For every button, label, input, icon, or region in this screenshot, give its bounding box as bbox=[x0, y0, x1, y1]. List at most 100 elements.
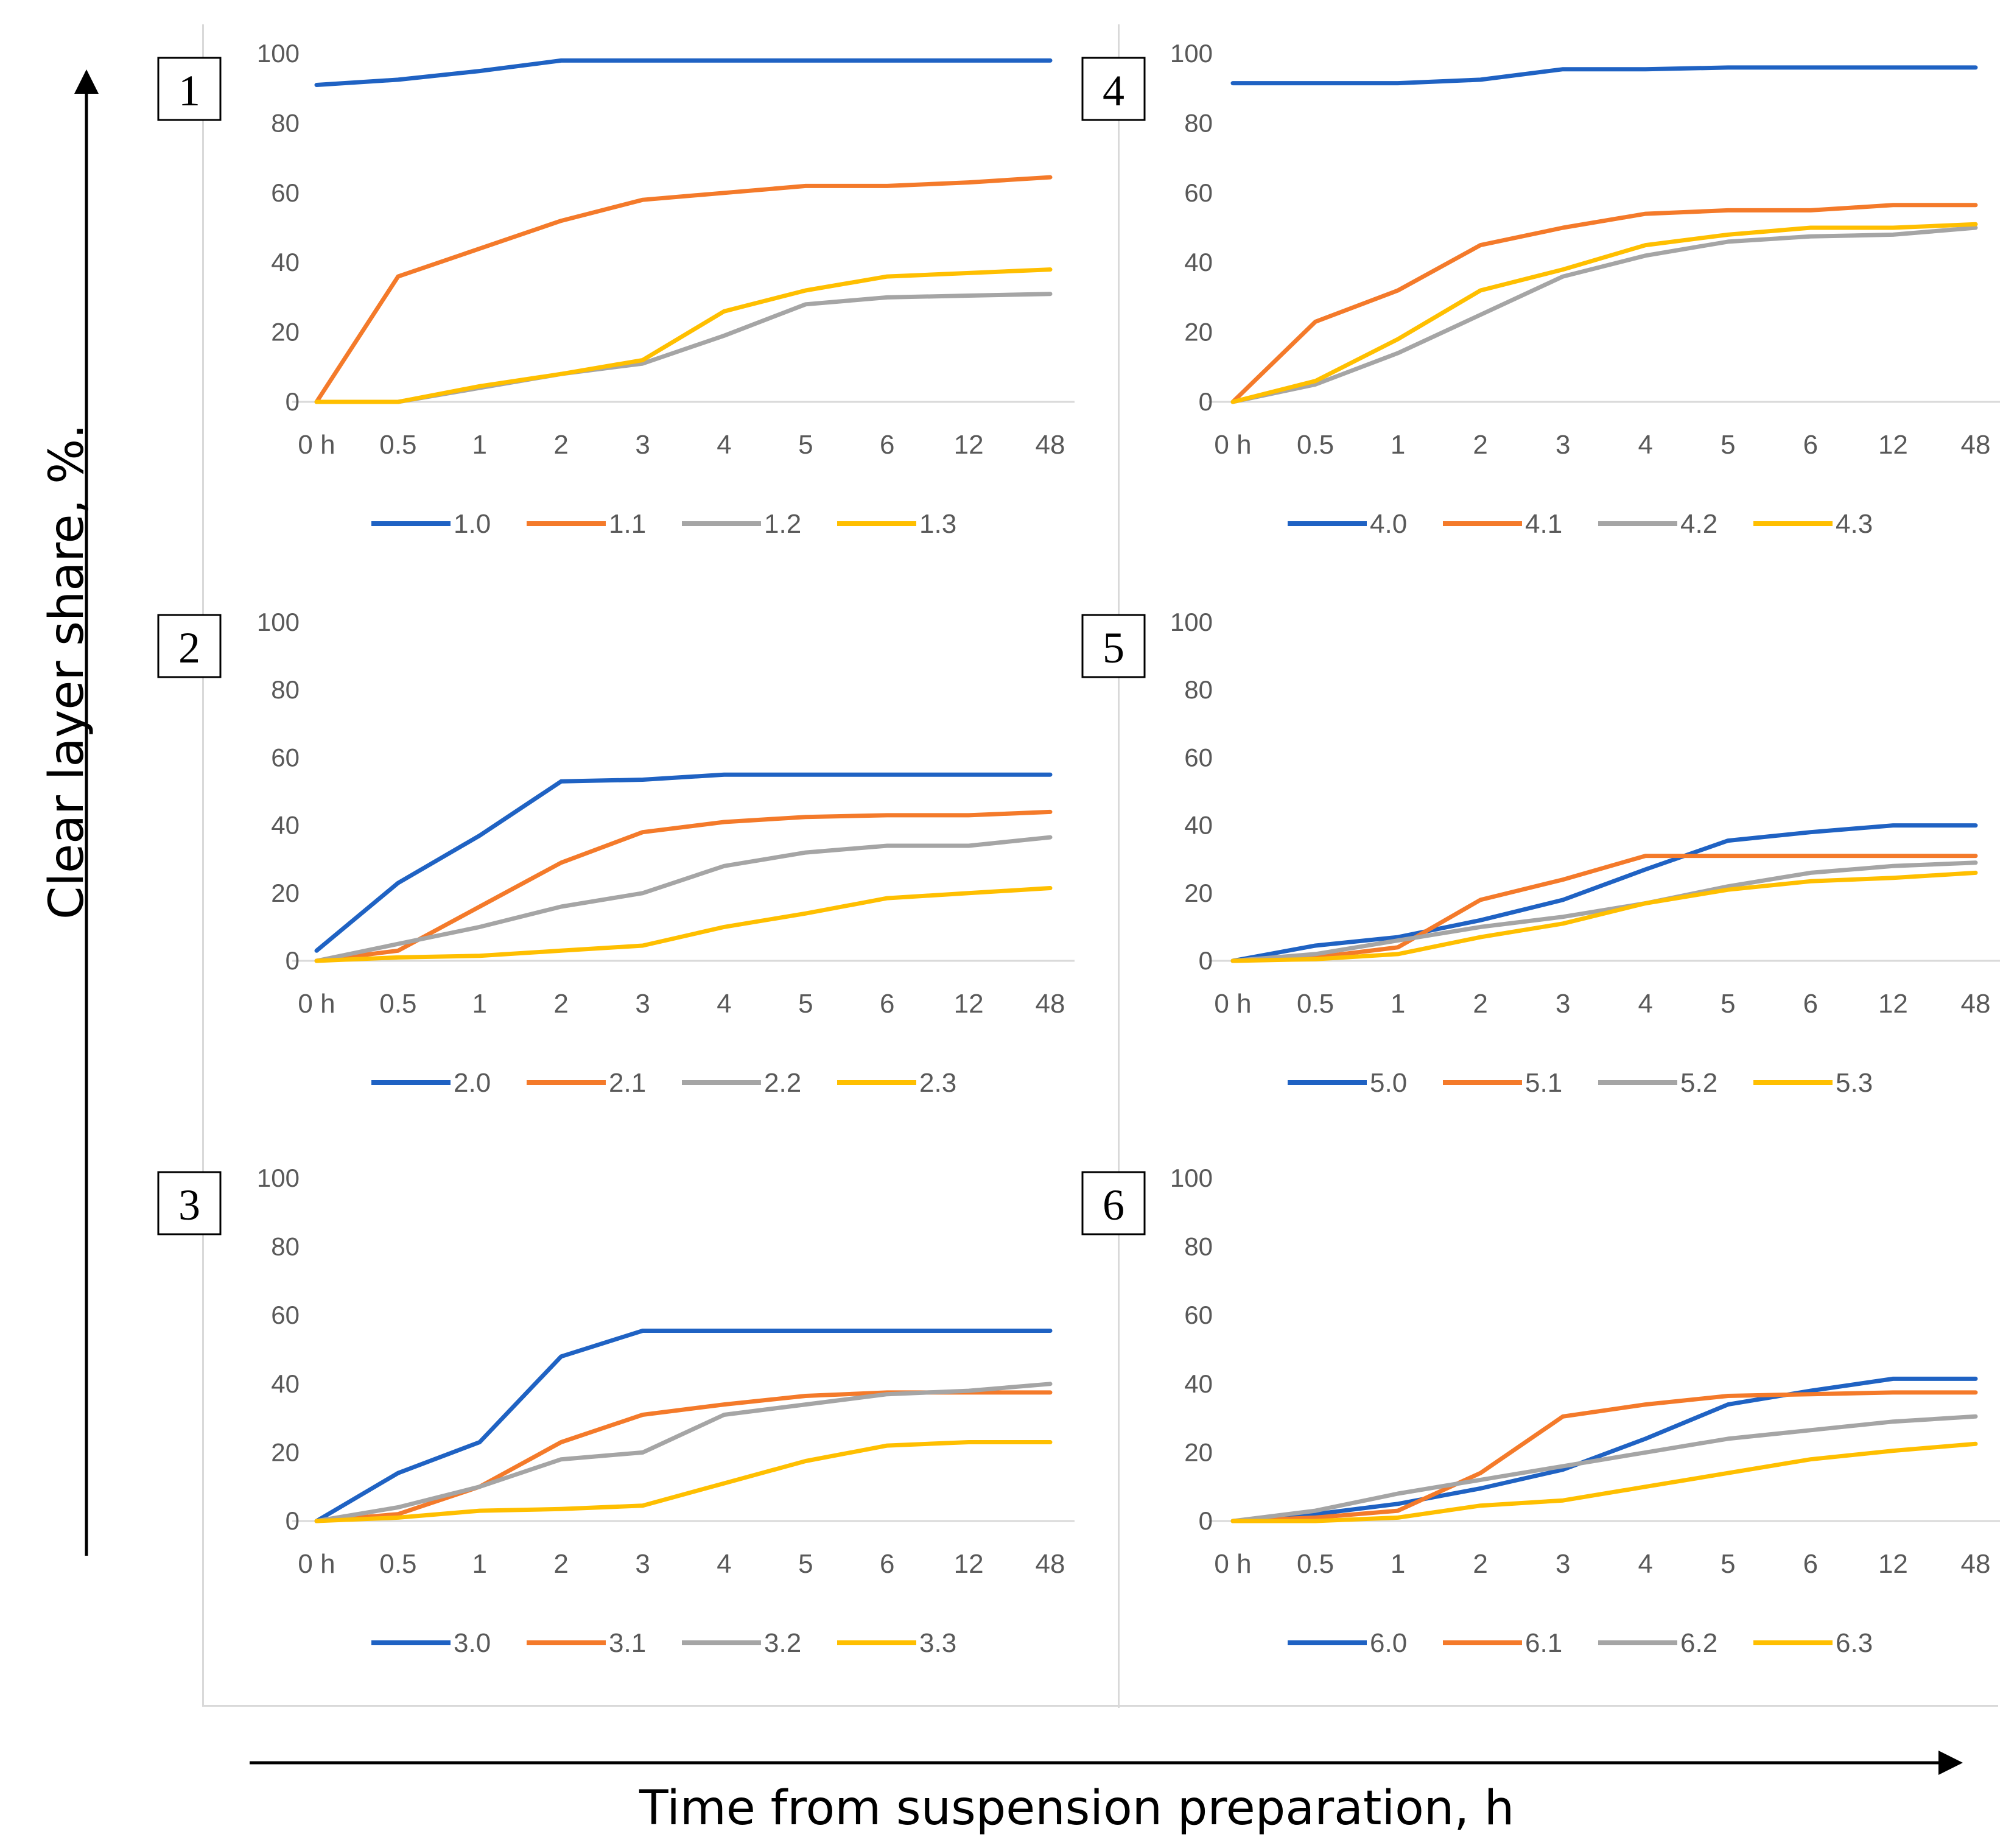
series-line-1.0 bbox=[314, 58, 1053, 87]
y-axis-title: Clear layer share, %. bbox=[40, 424, 94, 919]
series-line-6.2 bbox=[1230, 1414, 1978, 1523]
y-tick-label: 100 bbox=[1170, 608, 1213, 636]
x-tick-label: 48 bbox=[1961, 430, 1991, 460]
x-tick-label: 4 bbox=[717, 1549, 731, 1579]
x-tick-label: 3 bbox=[1556, 989, 1570, 1019]
x-tick-label: 4 bbox=[717, 989, 731, 1019]
x-tick-label: 5 bbox=[798, 430, 813, 460]
legend-label: 1.2 bbox=[764, 509, 801, 539]
y-tick-label: 80 bbox=[1184, 675, 1213, 704]
x-tick-label: 1 bbox=[1391, 989, 1405, 1019]
x-tick-label: 12 bbox=[1878, 1549, 1908, 1579]
x-tick-label: 0.5 bbox=[379, 989, 416, 1019]
y-tick-label: 20 bbox=[1184, 318, 1213, 346]
panel-label: 5 bbox=[1103, 624, 1124, 672]
panel-grid-vertical-divider bbox=[1118, 24, 1120, 1708]
y-tick-label: 20 bbox=[1184, 879, 1213, 907]
legend-label: 2.1 bbox=[609, 1068, 646, 1098]
x-tick-label: 5 bbox=[798, 1549, 813, 1579]
y-tick-label: 40 bbox=[1184, 811, 1213, 840]
legend-label: 4.2 bbox=[1680, 509, 1717, 539]
legend-label: 1.0 bbox=[454, 509, 491, 539]
x-axis-title: Time from suspension preparation, h bbox=[639, 1781, 1515, 1836]
x-tick-label: 48 bbox=[1036, 1549, 1065, 1579]
x-tick-label: 2 bbox=[1473, 989, 1487, 1019]
series-line-3.3 bbox=[314, 1440, 1053, 1523]
x-tick-label: 5 bbox=[1721, 989, 1735, 1019]
series-line-6.1 bbox=[1230, 1390, 1978, 1523]
legend-label: 5.2 bbox=[1680, 1068, 1717, 1098]
x-tick-label: 1 bbox=[1391, 1549, 1405, 1579]
x-tick-label: 2 bbox=[553, 430, 568, 460]
x-tick-label: 0.5 bbox=[379, 430, 416, 460]
legend-label: 2.2 bbox=[764, 1068, 801, 1098]
y-tick-label: 40 bbox=[1184, 248, 1213, 276]
legend-label: 6.3 bbox=[1836, 1628, 1873, 1658]
x-tick-label: 2 bbox=[1473, 1549, 1487, 1579]
x-tick-label: 3 bbox=[1556, 430, 1570, 460]
y-tick-label: 0 bbox=[286, 946, 300, 975]
series-line-6.0 bbox=[1230, 1376, 1978, 1523]
x-tick-label: 0 h bbox=[298, 989, 335, 1019]
panel-label: 4 bbox=[1103, 66, 1124, 115]
x-tick-label: 1 bbox=[472, 1549, 487, 1579]
y-tick-label: 100 bbox=[257, 39, 300, 68]
series-line-5.1 bbox=[1230, 854, 1978, 963]
x-tick-label: 6 bbox=[880, 430, 894, 460]
x-tick-label: 48 bbox=[1036, 989, 1065, 1019]
legend-label: 5.0 bbox=[1370, 1068, 1407, 1098]
x-tick-label: 12 bbox=[1878, 430, 1908, 460]
y-tick-label: 20 bbox=[271, 879, 300, 907]
legend-label: 3.2 bbox=[764, 1628, 801, 1658]
series-line-1.3 bbox=[314, 267, 1053, 404]
series-line-1.1 bbox=[314, 175, 1053, 404]
series-line-2.3 bbox=[314, 886, 1053, 963]
legend-label: 5.3 bbox=[1836, 1068, 1873, 1098]
x-tick-label: 3 bbox=[1556, 1549, 1570, 1579]
legend-label: 6.2 bbox=[1680, 1628, 1717, 1658]
y-tick-label: 40 bbox=[271, 811, 300, 840]
x-tick-label: 2 bbox=[553, 989, 568, 1019]
series-line-6.3 bbox=[1230, 1441, 1978, 1523]
y-tick-label: 80 bbox=[271, 1232, 300, 1261]
series-line-2.2 bbox=[314, 835, 1053, 963]
x-tick-label: 0.5 bbox=[1297, 989, 1334, 1019]
y-tick-label: 100 bbox=[1170, 1164, 1213, 1192]
x-tick-label: 12 bbox=[1878, 989, 1908, 1019]
x-tick-label: 3 bbox=[635, 430, 650, 460]
x-tick-label: 4 bbox=[1638, 430, 1653, 460]
x-tick-label: 48 bbox=[1961, 1549, 1991, 1579]
legend-label: 4.0 bbox=[1370, 509, 1407, 539]
y-tick-label: 60 bbox=[271, 1301, 300, 1329]
x-tick-label: 0 h bbox=[1214, 1549, 1251, 1579]
panel-label: 2 bbox=[178, 624, 200, 672]
y-tick-label: 0 bbox=[1199, 946, 1213, 975]
legend-label: 1.1 bbox=[609, 509, 646, 539]
y-tick-label: 60 bbox=[1184, 178, 1213, 207]
x-tick-label: 6 bbox=[1803, 430, 1818, 460]
panel-label-box bbox=[1081, 57, 1146, 121]
legend-label: 6.0 bbox=[1370, 1628, 1407, 1658]
y-tick-label: 80 bbox=[1184, 108, 1213, 137]
legend-label: 3.1 bbox=[609, 1628, 646, 1658]
y-tick-label: 100 bbox=[1170, 39, 1213, 68]
x-tick-label: 3 bbox=[635, 989, 650, 1019]
x-tick-label: 5 bbox=[798, 989, 813, 1019]
panel-grid-left-border bbox=[202, 24, 204, 1706]
x-tick-label: 48 bbox=[1036, 430, 1065, 460]
legend-label: 3.0 bbox=[454, 1628, 491, 1658]
y-tick-label: 20 bbox=[271, 318, 300, 346]
series-line-4.2 bbox=[1230, 225, 1978, 404]
series-line-1.2 bbox=[314, 292, 1053, 404]
legend-label: 4.3 bbox=[1836, 509, 1873, 539]
legend-label: 5.1 bbox=[1525, 1068, 1562, 1098]
series-line-5.2 bbox=[1230, 860, 1978, 963]
legend-label: 2.3 bbox=[919, 1068, 956, 1098]
panel-label: 3 bbox=[178, 1181, 200, 1229]
